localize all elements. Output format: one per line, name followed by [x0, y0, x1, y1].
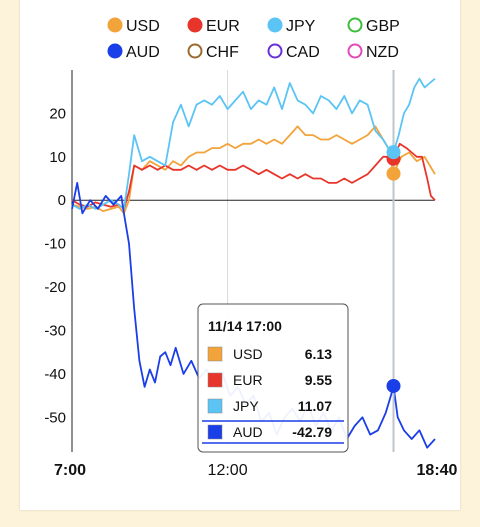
legend-item-chf[interactable]: CHF — [187, 43, 240, 61]
legend-label: GBP — [366, 18, 400, 35]
tooltip-value: 6.13 — [305, 346, 332, 362]
tooltip-swatch — [207, 398, 223, 414]
tooltip-value: 11.07 — [298, 398, 332, 414]
legend-label: CAD — [286, 44, 320, 61]
hover-cursor — [386, 70, 401, 452]
tooltip: 11/14 17:00 USD 6.13 EUR 9.55 JPY 11.07 AUD -42.… — [197, 303, 349, 453]
y-tick-label: -50 — [44, 409, 66, 426]
legend-item-aud[interactable]: AUD — [107, 43, 160, 61]
tooltip-series-name: USD — [233, 346, 263, 362]
tooltip-title: 11/14 17:00 — [208, 318, 282, 334]
tooltip-value: 9.55 — [305, 372, 332, 388]
legend-marker — [187, 17, 203, 33]
y-tick-label: -10 — [44, 236, 66, 253]
y-tick-label: -30 — [44, 322, 66, 339]
cursor-marker-jpy — [386, 145, 401, 160]
tooltip-swatch — [207, 346, 223, 362]
y-tick-label: 20 — [49, 105, 66, 122]
tooltip-swatch — [207, 424, 223, 440]
legend-marker — [107, 17, 123, 33]
y-tick-labels: 20 10 0 -10 -20 -30 -40 -50 — [44, 105, 66, 426]
legend-item-nzd[interactable]: NZD — [347, 43, 399, 61]
tooltip-row-aud: AUD -42.79 — [202, 420, 344, 444]
y-tick-label: 0 — [58, 192, 66, 209]
legend-label: EUR — [206, 18, 240, 35]
legend-label: CHF — [206, 44, 239, 61]
x-tick-labels: 7:00 12:00 18:40 — [54, 462, 458, 479]
y-tick-label: 10 — [49, 149, 66, 166]
legend-item-usd[interactable]: USD — [107, 17, 160, 35]
series-line-eur[interactable] — [71, 142, 436, 210]
legend-marker — [267, 43, 283, 59]
x-tick-label: 12:00 — [208, 462, 248, 479]
legend-item-eur[interactable]: EUR — [187, 17, 240, 35]
tooltip-box — [197, 303, 349, 453]
tooltip-value: -42.79 — [292, 424, 332, 440]
legend-item-jpy[interactable]: JPY — [267, 17, 316, 35]
legend-marker — [347, 43, 363, 59]
legend: USD EUR JPY GBP AUD CHF CAD NZD — [107, 17, 400, 61]
x-tick-label: 18:40 — [417, 462, 458, 479]
cursor-marker-usd — [386, 166, 401, 181]
legend-marker — [347, 17, 363, 33]
legend-item-cad[interactable]: CAD — [267, 43, 320, 61]
tooltip-row-jpy: JPY 11.07 — [207, 398, 332, 414]
tooltip-swatch — [207, 372, 223, 388]
chart-card: USD EUR JPY GBP AUD CHF CAD NZD 20 10 0 -10 -20 -30 -… — [20, 0, 460, 510]
tooltip-series-name: EUR — [233, 372, 263, 388]
legend-label: AUD — [126, 44, 160, 61]
tooltip-series-name: JPY — [233, 398, 259, 414]
tooltip-row-usd: USD 6.13 — [207, 346, 332, 362]
tooltip-row-eur: EUR 9.55 — [207, 372, 332, 388]
y-tick-label: -40 — [44, 366, 66, 383]
legend-marker — [187, 43, 203, 59]
axes — [71, 70, 435, 452]
legend-marker — [107, 43, 123, 59]
legend-item-gbp[interactable]: GBP — [347, 17, 400, 35]
x-tick-label: 7:00 — [54, 462, 86, 479]
series-line-jpy[interactable] — [71, 77, 436, 210]
legend-marker — [267, 17, 283, 33]
legend-label: USD — [126, 18, 160, 35]
cursor-marker-aud — [386, 378, 401, 393]
tooltip-series-name: AUD — [233, 424, 263, 440]
y-tick-label: -20 — [44, 279, 66, 296]
legend-label: JPY — [286, 18, 316, 35]
forex-line-chart: USD EUR JPY GBP AUD CHF CAD NZD 20 10 0 -10 -20 -30 -… — [44, 17, 458, 479]
legend-label: NZD — [366, 44, 399, 61]
